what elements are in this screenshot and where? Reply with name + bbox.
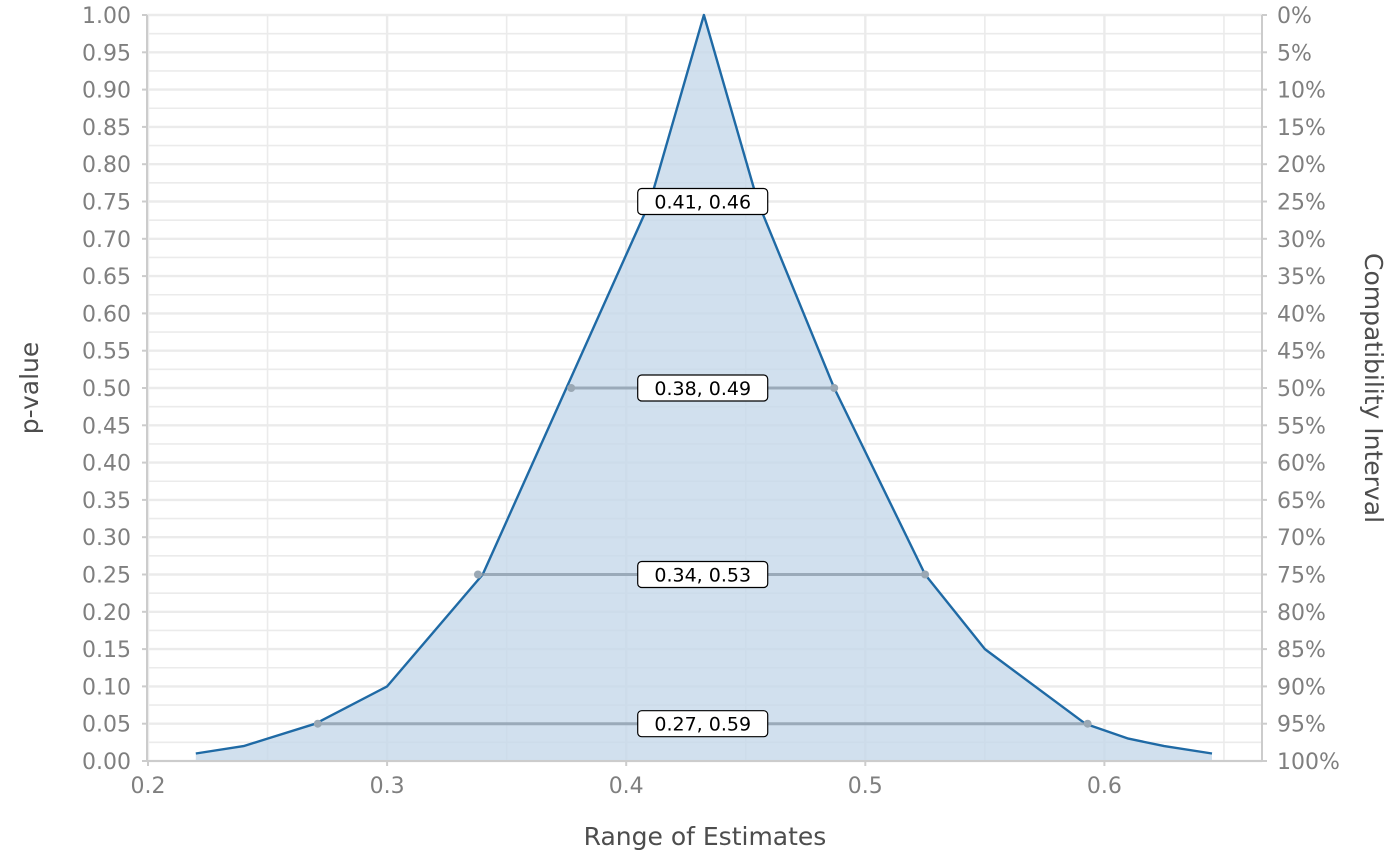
interval-endpoint xyxy=(567,384,576,392)
y2-tick-label: 20% xyxy=(1277,153,1326,178)
y2-tick-label: 25% xyxy=(1277,191,1326,216)
y2-tick-label: 80% xyxy=(1277,601,1326,626)
y2-tick-label: 95% xyxy=(1277,713,1326,738)
interval-label-box xyxy=(637,560,769,589)
interval-label: 0.41, 0.46 xyxy=(637,187,769,216)
interval-endpoint xyxy=(313,719,322,728)
interval-labels: 0.41, 0.46 0.38, 0.49 0.34, 0.53 0.27, 0.59 xyxy=(637,187,769,738)
y2-tick-label: 85% xyxy=(1277,638,1326,663)
y-tick-label: 0.25 xyxy=(82,564,131,589)
y2-tick-label: 70% xyxy=(1277,526,1326,551)
y2-tick-label: 5% xyxy=(1277,41,1312,66)
y-tick-label: 0.05 xyxy=(82,713,131,738)
y2-tick-label: 40% xyxy=(1277,302,1326,327)
y-tick-label: 0.15 xyxy=(82,638,131,663)
interval-label: 0.38, 0.49 xyxy=(637,374,769,402)
y-tick-label: 0.45 xyxy=(82,414,131,439)
y2-tick-label: 10% xyxy=(1277,79,1326,104)
y-tick-label: 0.10 xyxy=(82,675,131,700)
p-value-curve xyxy=(195,13,1213,755)
y2-tick-label: 100% xyxy=(1277,750,1340,775)
interval-label: 0.34, 0.53 xyxy=(637,560,769,589)
y-tick-label: 0.85 xyxy=(82,116,131,141)
y2-tick-label: 60% xyxy=(1277,452,1326,477)
y-tick-label: 0.65 xyxy=(82,265,131,290)
y-tick-label: 0.35 xyxy=(82,489,131,514)
y-tick-label: 0.60 xyxy=(82,302,131,327)
interval-label-text: 0.27, 0.59 xyxy=(654,714,751,736)
y2-tick-label: 30% xyxy=(1277,228,1326,253)
interval-label-box xyxy=(637,187,769,216)
x-tick-label: 0.6 xyxy=(1087,774,1122,799)
y2-tick-label: 65% xyxy=(1277,489,1326,514)
x-tick-label: 0.2 xyxy=(131,774,166,799)
interval-label-box xyxy=(637,374,769,402)
y2-tick-label: 15% xyxy=(1277,116,1326,141)
interval-label-box xyxy=(637,710,769,738)
interval-endpoint xyxy=(473,570,482,579)
interval-label: 0.27, 0.59 xyxy=(637,710,769,738)
y-tick-label: 0.40 xyxy=(82,452,131,477)
y2-tick-label: 0% xyxy=(1277,4,1312,29)
y-tick-label: 0.70 xyxy=(82,228,131,253)
axes: 0.000.050.100.150.200.250.300.350.400.45… xyxy=(82,4,1340,799)
y-tick-label: 0.50 xyxy=(82,377,131,402)
interval-label-text: 0.38, 0.49 xyxy=(654,378,751,400)
interval-label-text: 0.34, 0.53 xyxy=(654,565,751,587)
y-tick-label: 0.80 xyxy=(82,153,131,178)
y-tick-label: 0.55 xyxy=(82,340,131,365)
y-tick-label: 1.00 xyxy=(82,4,131,29)
x-tick-label: 0.5 xyxy=(848,774,883,799)
x-axis-title: Range of Estimates xyxy=(584,822,827,851)
y2-tick-label: 90% xyxy=(1277,675,1326,700)
x-tick-label: 0.4 xyxy=(609,774,644,799)
y-tick-label: 0.30 xyxy=(82,526,131,551)
y2-tick-label: 75% xyxy=(1277,564,1326,589)
interval-endpoint xyxy=(1083,719,1092,728)
y2-tick-label: 45% xyxy=(1277,340,1326,365)
y-tick-label: 0.20 xyxy=(82,601,131,626)
y2-tick-label: 35% xyxy=(1277,265,1326,290)
y-axis-title: p-value xyxy=(15,342,44,435)
interval-label-text: 0.41, 0.46 xyxy=(654,192,751,214)
interval-endpoint xyxy=(830,384,839,392)
y2-axis-title: Compatibility Interval xyxy=(1359,253,1388,523)
y-tick-label: 0.75 xyxy=(82,191,131,216)
x-tick-label: 0.3 xyxy=(370,774,405,799)
y2-tick-label: 55% xyxy=(1277,414,1326,439)
y2-tick-label: 50% xyxy=(1277,377,1326,402)
interval-endpoint xyxy=(921,570,930,579)
y-tick-label: 0.00 xyxy=(82,750,131,775)
y-tick-label: 0.90 xyxy=(82,79,131,104)
y-tick-label: 0.95 xyxy=(82,41,131,66)
